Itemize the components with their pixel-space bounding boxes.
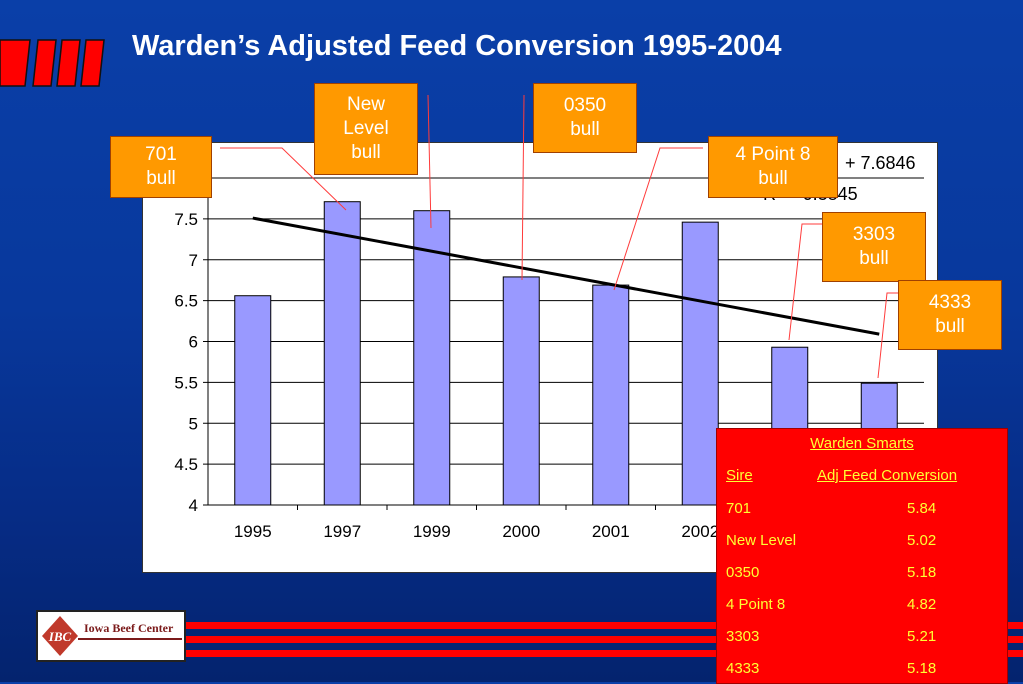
sire-cell: 4333 [726,660,760,677]
warden-smarts-table: Warden Smarts Sire Adj Feed Conversion 7… [716,428,1008,684]
callout-3303: 3303 bull [822,212,926,282]
sire-cell: 0350 [726,564,760,581]
bar [413,210,451,506]
iowa-beef-center-logo: IBC Iowa Beef Center [36,610,186,662]
table-row: 3303 5.21 [717,628,1007,648]
callout-701: 701 bull [110,136,212,198]
sire-cell: 4 Point 8 [726,596,786,613]
trend-equation-line1: + 7.6846 [845,153,916,173]
value-cell: 5.84 [907,500,937,517]
callout-label: 4333 bull [928,292,972,337]
y-tick-label: 7.5 [174,210,198,229]
ibc-logo-mark: IBC Iowa Beef Center [42,616,182,656]
bar [502,276,540,506]
value-cell: 5.18 [907,564,937,581]
callout-new-level: New Level bull [314,83,418,175]
bar [681,221,719,506]
column-header-sire: Sire [726,467,753,484]
value-cell: 5.21 [907,628,937,645]
callout-4333: 4333 bull [898,280,1002,350]
callout-label: 3303 bull [852,224,896,269]
y-tick-label: 4 [189,496,198,515]
logo-short: IBC [48,629,72,644]
x-tick-label: 1995 [234,522,272,541]
logo-name: Iowa Beef Center [84,621,174,635]
callout-label: 701 bull [145,144,177,189]
trendline [252,216,880,336]
y-tick-label: 7 [189,251,198,270]
y-tick-label: 4.5 [174,455,198,474]
y-tick-label: 5.5 [174,373,198,392]
table-row: New Level 5.02 [717,532,1007,552]
bar [323,201,361,506]
table-row: 701 5.84 [717,500,1007,520]
sire-cell: 3303 [726,628,760,645]
x-tick-label: 2002 [681,522,719,541]
bar [234,295,272,506]
callout-label: New Level bull [343,94,389,163]
bar-chart: 4 4.5 5 5.5 6 6.5 7 7.5 1995 1997 1999 2000 2001 2002… [174,177,925,541]
page-title: Warden’s Adjusted Feed Conversion 1995-2… [132,30,782,62]
table-row: 0350 5.18 [717,564,1007,584]
callout-label: 4 Point 8 bull [735,144,811,189]
y-tick-label: 5 [189,414,198,433]
x-tick-label: 2000 [502,522,540,541]
table-row: 4 Point 8 4.82 [717,596,1007,616]
value-cell: 4.82 [907,596,937,613]
x-tick-label: 1997 [323,522,361,541]
value-cell: 5.18 [907,660,937,677]
table-row: 4333 5.18 [717,660,1007,680]
callout-4-point-8: 4 Point 8 bull [708,136,838,198]
footer-stripes [186,622,1023,657]
y-tick-label: 6 [189,333,198,352]
sire-cell: New Level [726,532,797,549]
bar [592,284,630,506]
red-bars-logo [0,39,105,87]
value-cell: 5.02 [907,532,937,549]
x-tick-label: 1999 [413,522,451,541]
table-title: Warden Smarts [810,435,914,452]
y-tick-label: 6.5 [174,292,198,311]
sire-cell: 701 [726,500,752,517]
callout-label: 0350 bull [563,95,607,140]
callout-0350: 0350 bull [533,83,637,153]
x-tick-label: 2001 [592,522,630,541]
column-header-feed-conversion: Adj Feed Conversion [817,467,958,484]
